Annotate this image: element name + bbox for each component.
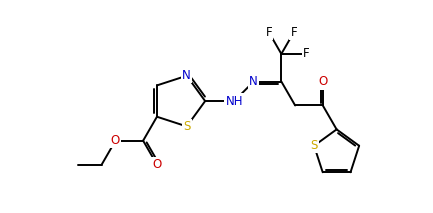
Text: O: O [318, 75, 327, 88]
Text: S: S [310, 139, 318, 152]
Text: N: N [249, 75, 258, 88]
Text: NH: NH [226, 95, 243, 108]
Text: N: N [182, 69, 191, 82]
Text: F: F [291, 26, 297, 39]
Text: S: S [183, 120, 191, 133]
Text: F: F [265, 26, 272, 39]
Text: O: O [111, 134, 120, 147]
Text: O: O [152, 158, 162, 171]
Text: F: F [303, 47, 310, 60]
